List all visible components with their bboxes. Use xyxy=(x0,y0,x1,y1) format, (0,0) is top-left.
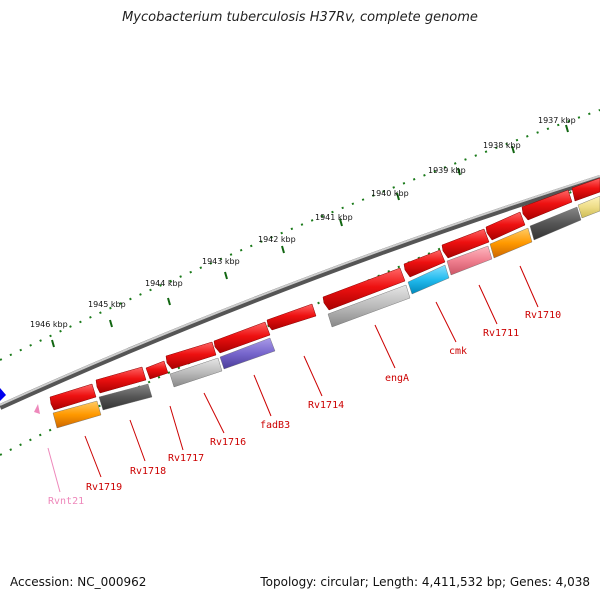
kbp-label: 1945 kbp xyxy=(88,300,126,309)
gene-label: Rvnt21 xyxy=(48,496,84,507)
kbp-ticks xyxy=(51,124,569,348)
rna-feature-marker xyxy=(34,404,40,414)
kbp-label: 1939 kbp xyxy=(428,166,466,175)
kbp-label: 1941 kbp xyxy=(315,213,353,222)
gene-arrow xyxy=(521,189,573,221)
block-orange xyxy=(489,227,533,259)
blue-feature-arrow xyxy=(0,388,6,401)
label-leaders xyxy=(47,265,539,493)
category-blocks xyxy=(52,195,600,429)
block-pink xyxy=(446,245,493,276)
gene-arrow xyxy=(322,267,406,311)
gene-label: Rv1711 xyxy=(483,328,519,339)
forward-strand-genes xyxy=(49,177,600,411)
kbp-label: 1938 kbp xyxy=(483,141,521,150)
gene-arrow xyxy=(403,249,446,278)
kbp-label: 1937 kbp xyxy=(538,116,576,125)
gene-label: cmk xyxy=(449,346,467,357)
gene-arrow xyxy=(213,321,271,354)
gene-arrow xyxy=(165,341,217,370)
kbp-label: 1942 kbp xyxy=(258,235,296,244)
gene-arrow xyxy=(95,366,147,394)
gene-label: Rv1714 xyxy=(308,400,344,411)
genome-backbone xyxy=(0,175,600,410)
gene-label: Rv1710 xyxy=(525,310,561,321)
gene-label: Rv1716 xyxy=(210,437,246,448)
block-khaki xyxy=(577,195,600,219)
block-cyan xyxy=(407,264,450,295)
gene-label: engA xyxy=(385,373,409,384)
gene-arrow xyxy=(571,177,600,202)
block-gray xyxy=(327,284,411,328)
kbp-label: 1943 kbp xyxy=(202,257,240,266)
accession-text: Accession: NC_000962 xyxy=(10,575,147,589)
gene-arrow xyxy=(441,228,490,259)
map-title: Mycobacterium tuberculosis H37Rv, comple… xyxy=(122,10,478,25)
gene-arrow xyxy=(485,211,526,241)
gene-arrow xyxy=(145,360,169,380)
kbp-label: 1944 kbp xyxy=(145,279,183,288)
gene-label: fadB3 xyxy=(260,420,290,431)
block-purple xyxy=(219,337,276,370)
block-orange xyxy=(52,400,102,429)
block-dark-gray xyxy=(529,206,582,241)
gene-label: Rv1718 xyxy=(130,466,166,477)
gene-label: Rv1717 xyxy=(168,453,204,464)
block-gray xyxy=(169,357,223,388)
genome-backbone-highlight xyxy=(0,175,600,406)
kbp-label: 1946 kbp xyxy=(30,320,68,329)
block-dark-gray xyxy=(98,383,153,411)
gene-arrow xyxy=(49,383,97,411)
topology-text: Topology: circular; Length: 4,411,532 bp… xyxy=(260,575,590,589)
kbp-label: 1940 kbp xyxy=(371,189,409,198)
gene-label: Rv1719 xyxy=(86,482,122,493)
gene-arrow xyxy=(266,303,317,331)
